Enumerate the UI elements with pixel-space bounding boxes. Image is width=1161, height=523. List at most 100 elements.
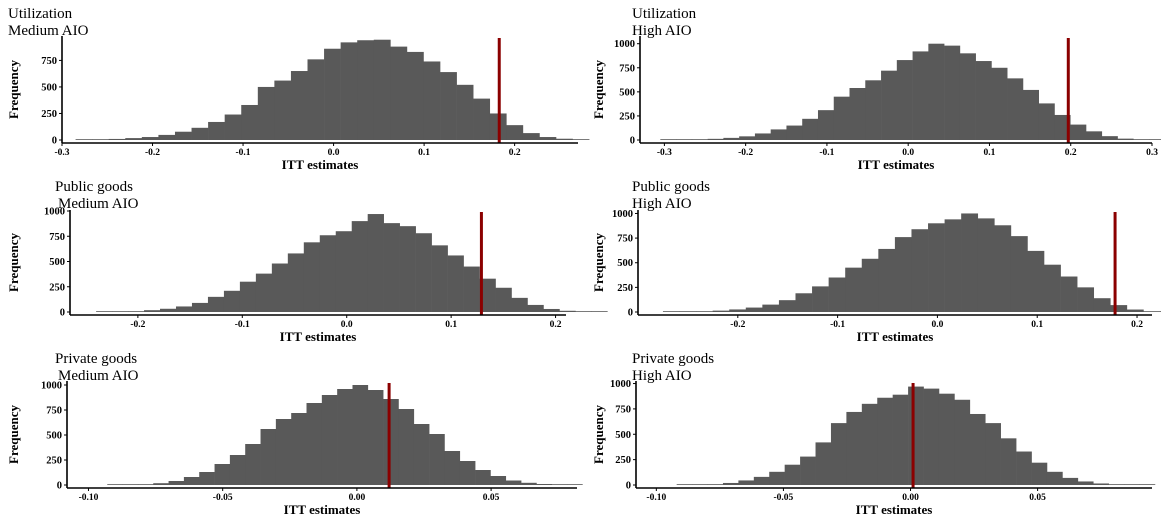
panel-title: Utilization [8,6,73,22]
histogram-bar [271,263,289,312]
histogram-bar [1010,236,1028,312]
histogram-bar [128,311,145,312]
y-axis-title: Frequency [6,405,21,464]
histogram-bar [1093,483,1109,485]
histogram-bar [691,139,708,140]
histogram-bar [892,394,909,485]
histogram-bar [1149,139,1161,140]
histogram-bar [214,464,231,485]
histogram-bar [1060,276,1078,312]
y-tick-label: 500 [46,431,62,442]
histogram-bar [274,80,292,140]
x-tick-label: 0.0 [341,320,353,330]
histogram-bar [1062,477,1079,485]
x-axis-title: ITT estimates [857,329,934,344]
y-tick-label: 0 [52,136,57,147]
histogram-bar [224,114,242,140]
histogram-bar [340,42,358,141]
x-tick-label: 0.0 [931,320,943,330]
histogram-bar [762,304,780,312]
y-tick-label: 750 [46,406,62,417]
histogram-bar [459,461,476,485]
histogram-bar [522,133,540,140]
histogram-bar [144,310,161,312]
y-tick-label: 750 [49,232,65,243]
histogram-bar [479,278,496,312]
histogram-bar [207,296,225,312]
histogram-bar [539,137,557,140]
histogram-bar [556,138,573,140]
panel-subtitle: Medium AIO [58,368,139,384]
y-tick-label: 0 [628,308,633,319]
histogram-bar [954,399,971,485]
histogram-bar [745,307,763,312]
histogram-bar [802,118,819,140]
histogram-bar [383,223,400,312]
histogram-bars [96,214,608,312]
x-tick-label: 0.00 [902,493,919,503]
histogram-bar [96,311,113,312]
histogram-bar [527,304,544,312]
histogram-bar [158,134,176,140]
panel-subtitle: High AIO [632,368,692,384]
histogram-bar [239,281,257,312]
y-tick-label: 500 [615,430,631,441]
histogram-bar [174,131,192,140]
y-tick-label: 1000 [614,39,635,50]
x-tick-label: 0.3 [1146,148,1158,158]
panel-subtitle: High AIO [632,23,692,39]
histogram-bar [307,59,325,140]
y-tick-label: 0 [630,136,635,147]
histogram-bar [1000,438,1017,485]
histogram-bar [191,302,209,312]
histogram-bar [490,476,507,485]
histogram-bar [357,40,375,140]
x-tick-label: -0.10 [79,493,99,503]
histogram-bar [199,472,215,485]
y-tick-label: 0 [57,481,62,492]
x-tick-label: -0.3 [657,148,672,158]
histogram-bar [335,231,353,312]
histogram-bar [287,253,305,312]
histogram-bar [257,86,275,140]
histogram-bar [849,88,866,140]
histogram-bar [696,311,713,312]
y-tick-label: 250 [49,282,65,293]
histogram-bar [107,484,123,485]
x-axis-title: ITT estimates [284,502,361,517]
histogram-bar [786,125,803,140]
histogram-bar [1110,305,1128,312]
histogram-bar [521,482,537,485]
histogram-bar [444,451,461,485]
histogram-bar [1046,471,1063,485]
histogram-bar [928,43,945,141]
histogram-bar [1086,131,1103,140]
y-tick-label: 750 [41,56,57,67]
histogram-bar [337,389,353,485]
histogram-bar [291,413,307,485]
histogram-bar [125,138,143,140]
histogram-bar [390,46,408,140]
histogram-bar [861,403,878,485]
histogram-bar [475,470,491,485]
y-tick-label: 250 [46,456,62,467]
histogram-bar [815,442,832,485]
histogram-bar [1139,484,1156,485]
histogram-bar [367,214,384,312]
histogram-bar [1124,484,1140,485]
panel-subtitle: Medium AIO [8,23,89,39]
histogram-bar [846,411,863,485]
x-tick-label: -0.2 [145,148,160,158]
panel-title: Private goods [55,351,137,367]
histogram-bar [896,60,913,140]
x-tick-label: -0.05 [213,493,233,503]
histogram-bar [511,297,528,312]
histogram-bar [865,80,882,140]
histogram-bar [707,138,724,140]
histogram-bar [911,229,929,312]
y-tick-label: 250 [41,109,57,120]
